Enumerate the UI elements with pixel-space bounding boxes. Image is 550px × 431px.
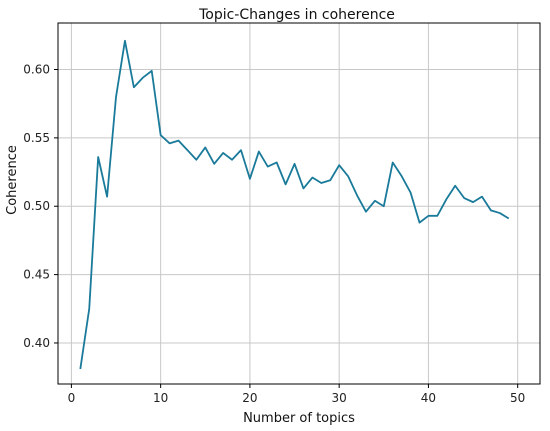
y-tick-label: 0.45 [23,268,50,282]
data-point [149,68,154,73]
data-point [328,178,333,183]
data-point [390,160,395,165]
data-point [381,204,386,209]
data-point [506,216,511,221]
series-layer [78,38,511,371]
data-point [399,174,404,179]
data-point [221,150,226,155]
data-point [230,157,235,162]
y-tick-label: 0.60 [23,62,50,76]
data-point [194,157,199,162]
x-tick-label: 10 [153,391,168,405]
data-point [140,75,145,80]
data-point [319,180,324,185]
x-tick-label: 50 [510,391,525,405]
data-point [131,85,136,90]
data-point [292,161,297,166]
y-axis-title: Coherence [5,145,20,215]
x-tick-label: 0 [68,391,76,405]
data-point [105,194,110,199]
data-point [247,176,252,181]
chart-title: Topic-Changes in coherence [198,7,395,23]
data-point [435,213,440,218]
data-point [488,208,493,213]
data-point [497,211,502,216]
data-point [114,94,119,99]
data-point [301,186,306,191]
data-point [212,161,217,166]
data-point [479,194,484,199]
x-tick-label: 40 [421,391,436,405]
data-point [274,160,279,165]
data-point [462,196,467,201]
y-tick-label: 0.40 [23,336,50,350]
data-point [363,209,368,214]
data-point [265,164,270,169]
data-point [256,149,261,154]
data-point [185,148,190,153]
data-point [417,220,422,225]
data-point [444,197,449,202]
data-point [78,366,83,371]
data-point [471,200,476,205]
data-point [453,183,458,188]
axis-ticks: 0 10 20 30 40 50 0.40 0.45 0.50 0.55 0.60 [23,62,525,405]
data-point [310,175,315,180]
x-axis-title: Number of topics [243,411,355,426]
x-tick-label: 30 [332,391,347,405]
data-point [122,38,127,43]
y-tick-label: 0.50 [23,199,50,213]
data-point [372,198,377,203]
grid-lines [58,23,540,384]
data-point [96,155,101,160]
data-point [355,193,360,198]
data-point [346,174,351,179]
data-point [426,213,431,218]
data-point [176,138,181,143]
coherence-series-line [79,39,510,370]
plot-frame [57,22,541,385]
data-point [87,306,92,311]
data-point [203,145,208,150]
x-tick-label: 20 [242,391,257,405]
data-point [337,163,342,168]
data-point [167,141,172,146]
data-point [408,190,413,195]
data-point [238,148,243,153]
data-point [283,182,288,187]
data-point [158,133,163,138]
y-tick-label: 0.55 [23,131,50,145]
